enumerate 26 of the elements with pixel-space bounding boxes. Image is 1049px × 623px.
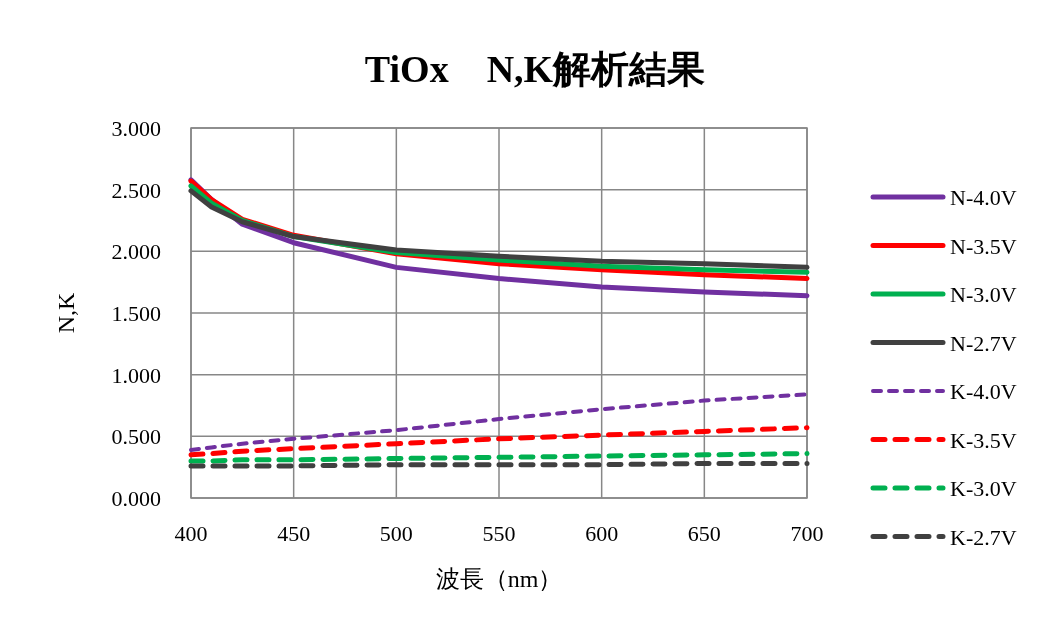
legend-label: N-4.0V [950,185,1017,210]
x-tick-label: 650 [687,521,721,546]
chart-title: TiOx N,K解析結果 [364,48,706,90]
y-tick-label: 1.000 [111,362,161,388]
y-tick-label: 2.000 [111,239,161,265]
y-axis-title: N,K [53,292,79,334]
line-series [189,392,809,452]
x-tick-label: 450 [277,521,311,546]
x-tick-label: 400 [174,521,208,546]
x-axis-title: 波長（nm） [435,566,563,592]
x-tick-label: 500 [379,521,413,546]
y-tick-label: 0.500 [111,424,161,450]
legend-label: N-3.5V [950,233,1017,259]
legend-label: K-3.5V [950,427,1017,453]
y-tick-label: 1.500 [111,301,161,326]
legend-label: K-4.0V [950,379,1017,404]
legend-label: K-3.0V [950,476,1017,501]
legend-label: N-3.0V [950,282,1017,307]
legend-label: N-2.7V [950,330,1017,356]
x-tick-label: 700 [790,521,824,546]
y-tick-label: 2.500 [111,177,161,203]
y-tick-label: 0.000 [111,486,161,511]
legend-label: K-2.7V [950,524,1017,550]
x-tick-label: 550 [482,521,516,546]
x-tick-label: 600 [585,521,619,546]
y-tick-label: 3.000 [111,116,161,141]
